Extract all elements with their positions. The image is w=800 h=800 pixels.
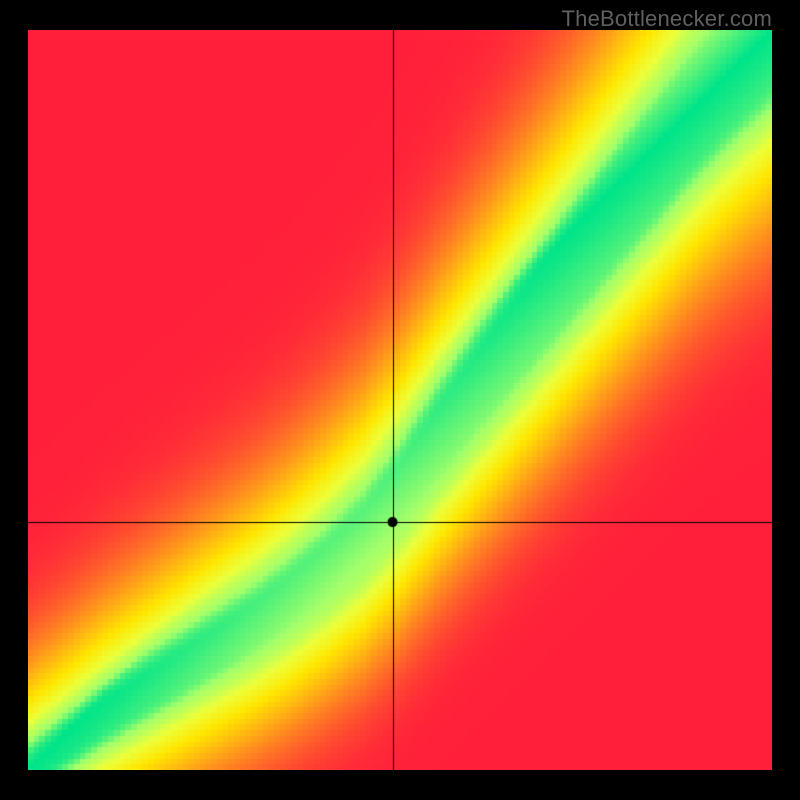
heatmap-canvas	[28, 30, 772, 770]
watermark-text: TheBottlenecker.com	[562, 6, 772, 32]
chart-container: TheBottlenecker.com	[0, 0, 800, 800]
